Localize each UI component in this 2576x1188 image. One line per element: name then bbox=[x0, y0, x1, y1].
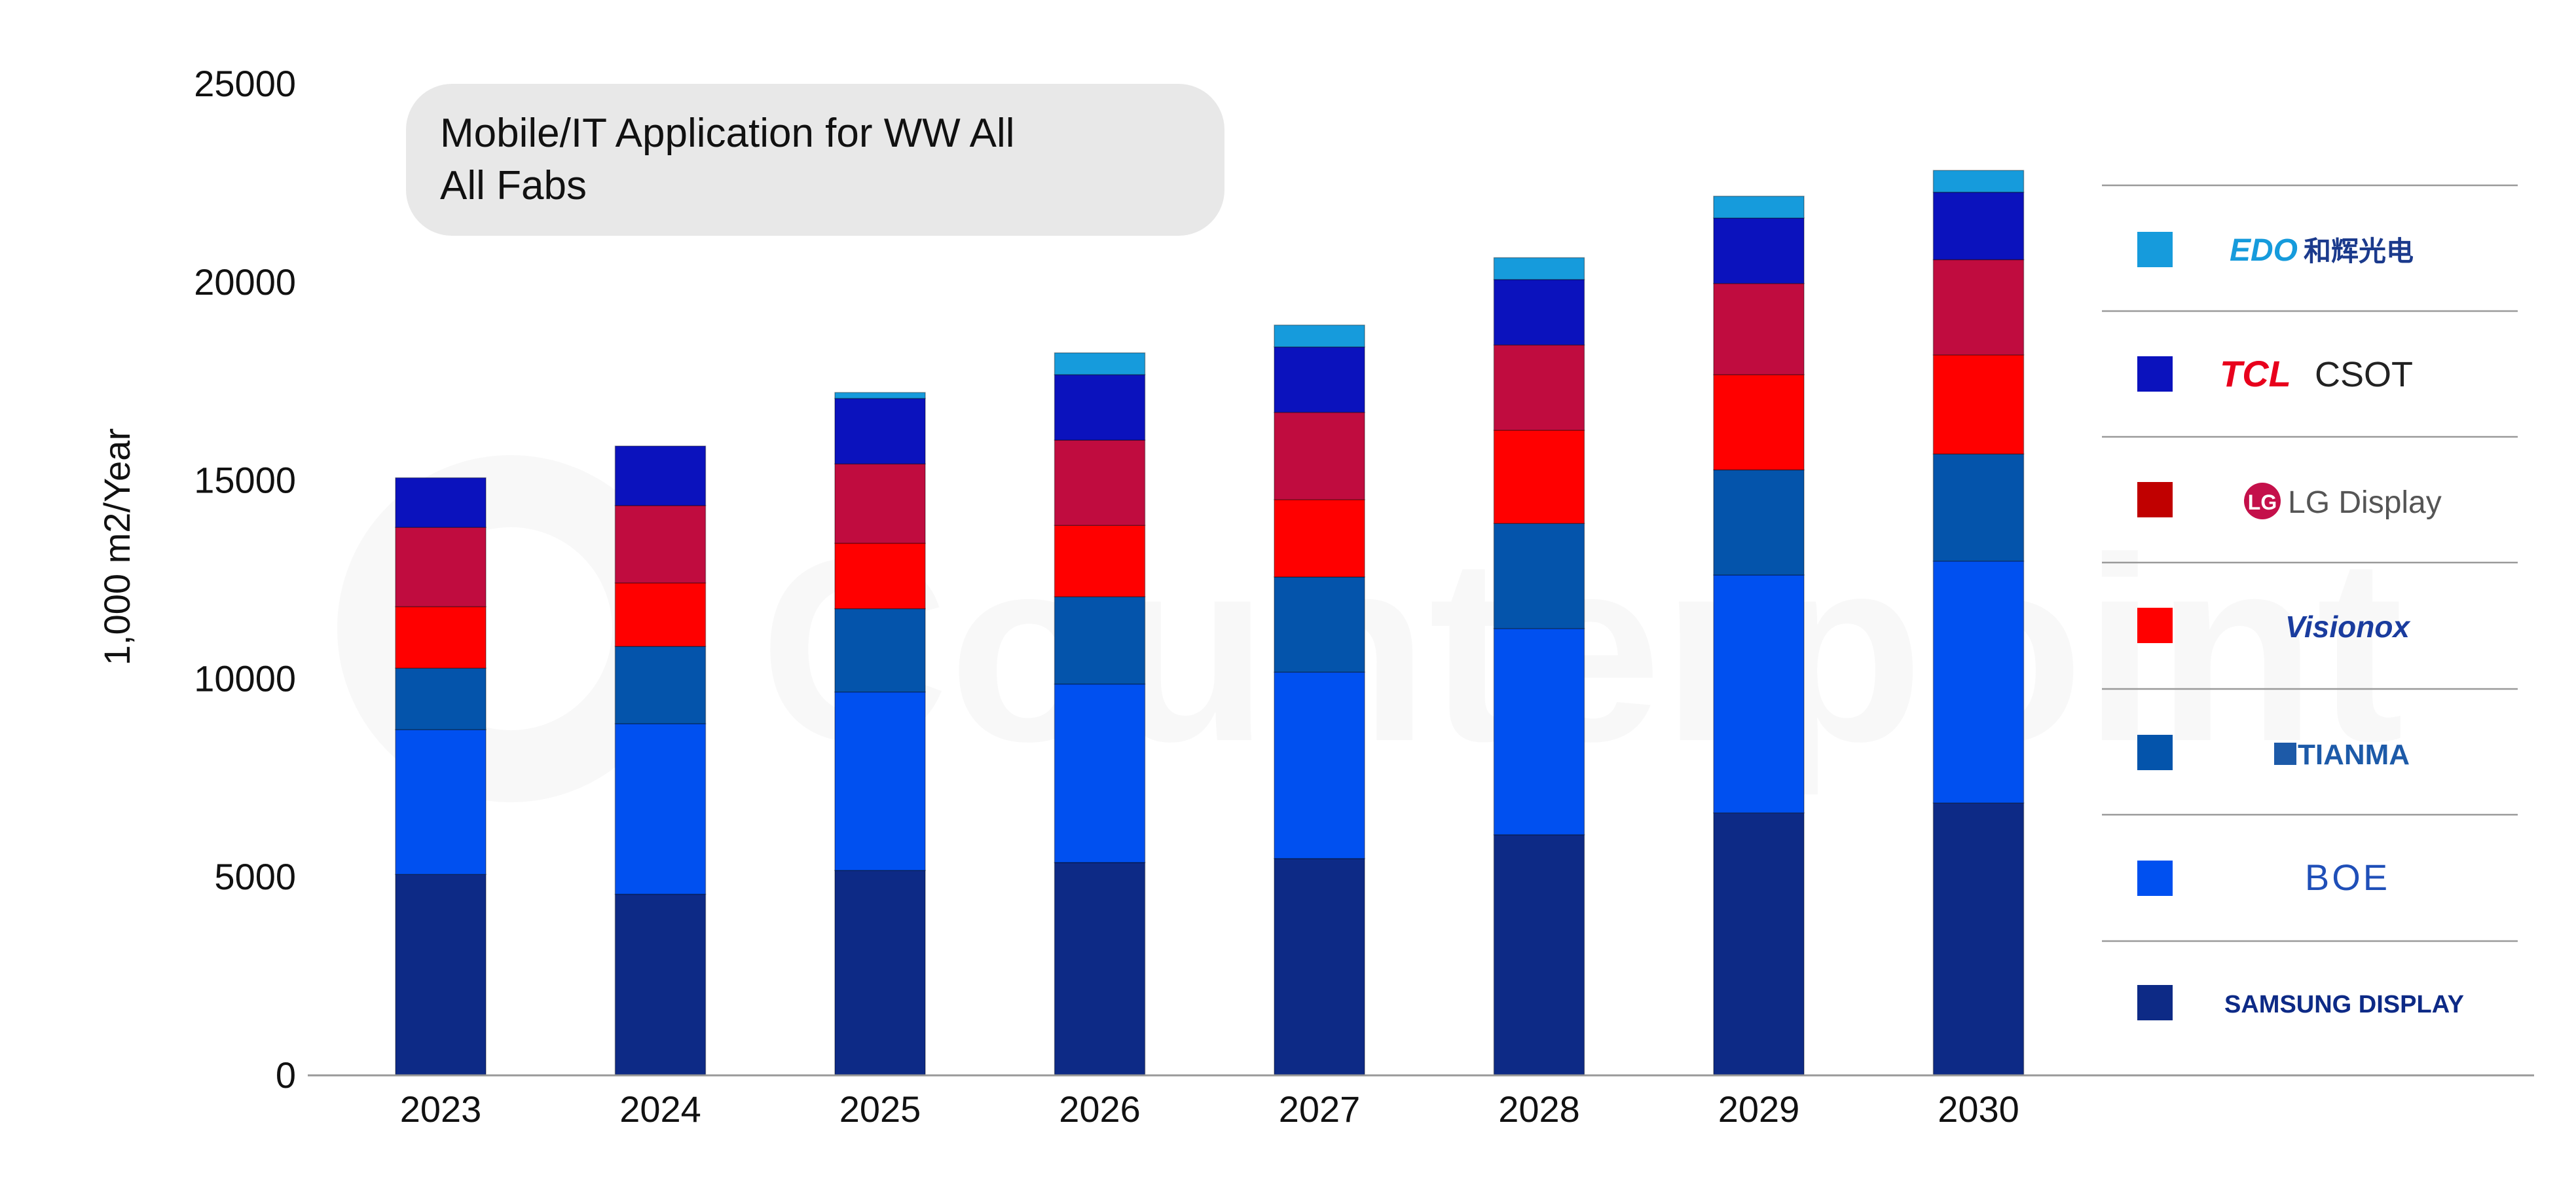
legend-label-boe: BOE bbox=[2305, 857, 2390, 898]
legend-label-samsung-display: SAMSUNG DISPLAY bbox=[2224, 991, 2464, 1018]
bar-segment: TCL CSOT 2024: 1500 bbox=[614, 445, 707, 506]
legend-swatch-tcl-csot bbox=[2137, 356, 2173, 392]
legend-label-tianma: TIANMA bbox=[2298, 739, 2410, 771]
legend-label-edo: 和辉光电 bbox=[2304, 235, 2414, 267]
title-box: Mobile/IT Application for WW All All Fab… bbox=[406, 84, 1224, 236]
y-tick-label: 15000 bbox=[194, 460, 296, 501]
bar-segment: TCL CSOT 2028: 1650 bbox=[1493, 279, 1585, 346]
legend-swatch-edo bbox=[2137, 232, 2173, 267]
tianma-logo-icon bbox=[2274, 743, 2296, 765]
bar-segment: 和辉光电 2029: 550 bbox=[1713, 195, 1805, 219]
legend-label-lg-display: LG Display bbox=[2288, 485, 2442, 520]
bar-segment: BOE 2025: 4500 bbox=[834, 691, 926, 871]
bar-segment: LG Display 2029: 2300 bbox=[1713, 283, 1805, 375]
y-tick-label: 0 bbox=[276, 1054, 296, 1096]
legend-label-csot: CSOT bbox=[2315, 355, 2413, 394]
bar-segment: TCL CSOT 2025: 1650 bbox=[834, 398, 926, 465]
bar-segment: LG Display 2025: 2000 bbox=[834, 463, 926, 544]
bar-segment: BOE 2027: 4700 bbox=[1274, 671, 1365, 859]
bar-segment: 和辉光电 2025: 150 bbox=[834, 392, 926, 399]
legend-swatch-boe bbox=[2137, 861, 2173, 896]
bar-segment: TIANMA 2025: 2100 bbox=[834, 608, 926, 693]
bar-segment: TIANMA 2029: 2650 bbox=[1713, 469, 1805, 576]
x-tick-label: 2023 bbox=[400, 1088, 482, 1130]
bars-group: SAMSUNG DISPLAY 2023: 5050BOE 2023: 3650… bbox=[395, 170, 2025, 1075]
bar-segment: Visionox 2029: 2400 bbox=[1713, 374, 1805, 471]
bar-segment: Visionox 2023: 1550 bbox=[395, 606, 487, 669]
x-tick-label: 2028 bbox=[1498, 1088, 1580, 1130]
bar-segment: TIANMA 2030: 2700 bbox=[1932, 453, 2025, 562]
bar-segment: LG Display 2024: 1950 bbox=[614, 505, 707, 584]
bar-segment: SAMSUNG DISPLAY 2029: 6600 bbox=[1713, 812, 1805, 1075]
legend-logo-lg: LG bbox=[2248, 491, 2277, 514]
legend: EDO 和辉光电 TCL CSOT LG LG Display Visionox… bbox=[2102, 184, 2518, 1020]
bar-segment: SAMSUNG DISPLAY 2030: 6850 bbox=[1932, 802, 2025, 1075]
bar-segment: TCL CSOT 2030: 1700 bbox=[1932, 191, 2025, 261]
bar-segment: BOE 2028: 5200 bbox=[1493, 627, 1585, 836]
bar-segment: SAMSUNG DISPLAY 2027: 5450 bbox=[1274, 858, 1365, 1075]
bar-segment: Visionox 2024: 1600 bbox=[614, 582, 707, 647]
x-tick-label: 2029 bbox=[1718, 1088, 1800, 1130]
bar-segment: TCL CSOT 2023: 1250 bbox=[395, 477, 487, 529]
x-axis-ticks: 2023 2024 2025 2026 2027 2028 2029 2030 bbox=[400, 1088, 2019, 1130]
legend-separators bbox=[2102, 184, 2518, 942]
bar-segment: BOE 2029: 6000 bbox=[1713, 574, 1805, 814]
legend-label-visionox: Visionox bbox=[2285, 610, 2411, 644]
bar-segment: TIANMA 2026: 2200 bbox=[1054, 596, 1146, 685]
bar-segment: BOE 2023: 3650 bbox=[395, 729, 487, 875]
legend-logo-edo: EDO bbox=[2230, 233, 2298, 268]
y-axis-title: 1,000 m2/Year bbox=[96, 428, 138, 665]
bar-segment: TIANMA 2023: 1550 bbox=[395, 667, 487, 730]
legend-swatch-samsung-display bbox=[2137, 985, 2173, 1020]
legend-logo-tcl: TCL bbox=[2220, 353, 2291, 394]
bar-segment: SAMSUNG DISPLAY 2024: 4550 bbox=[614, 893, 707, 1075]
bar-segment: Visionox 2027: 1950 bbox=[1274, 499, 1365, 578]
bar-segment: LG Display 2027: 2200 bbox=[1274, 411, 1365, 500]
lg-logo-icon: LG bbox=[2244, 483, 2281, 519]
legend-swatch-tianma bbox=[2137, 735, 2173, 770]
bar-segment: TIANMA 2027: 2400 bbox=[1274, 576, 1365, 673]
chart-title-line-1: Mobile/IT Application for WW All bbox=[440, 111, 1015, 156]
bar-segment: Visionox 2028: 2350 bbox=[1493, 430, 1585, 524]
bar-segment: TIANMA 2028: 2650 bbox=[1493, 523, 1585, 629]
y-tick-label: 10000 bbox=[194, 658, 296, 699]
bar-segment: 和辉光电 2030: 550 bbox=[1932, 170, 2025, 193]
x-tick-label: 2030 bbox=[1938, 1088, 2019, 1130]
bar-segment: 和辉光电 2028: 550 bbox=[1493, 257, 1585, 280]
bar-segment: 和辉光电 2027: 550 bbox=[1274, 324, 1365, 348]
chart-title-line-2: All Fabs bbox=[440, 163, 587, 208]
bar-segment: 和辉光电 2026: 550 bbox=[1054, 352, 1146, 375]
bar-segment: TIANMA 2024: 1950 bbox=[614, 646, 707, 724]
bar-segment: BOE 2024: 4300 bbox=[614, 723, 707, 895]
y-tick-label: 5000 bbox=[214, 856, 296, 897]
x-tick-label: 2024 bbox=[619, 1088, 701, 1130]
legend-swatch-lg-display bbox=[2137, 482, 2173, 517]
y-tick-label: 20000 bbox=[194, 261, 296, 303]
bar-segment: Visionox 2030: 2500 bbox=[1932, 354, 2025, 455]
bar-segment: Visionox 2026: 1800 bbox=[1054, 525, 1146, 598]
x-tick-label: 2026 bbox=[1059, 1088, 1141, 1130]
bar-segment: LG Display 2023: 2000 bbox=[395, 527, 487, 608]
bar-segment: BOE 2030: 6100 bbox=[1932, 560, 2025, 804]
bar-segment: LG Display 2028: 2150 bbox=[1493, 344, 1585, 431]
y-tick-label: 25000 bbox=[194, 63, 296, 104]
bar-segment: SAMSUNG DISPLAY 2025: 5150 bbox=[834, 870, 926, 1075]
y-axis-ticks: 0 5000 10000 15000 20000 25000 bbox=[194, 63, 296, 1096]
bar-segment: LG Display 2026: 2150 bbox=[1054, 439, 1146, 526]
bar-segment: TCL CSOT 2029: 1650 bbox=[1713, 217, 1805, 284]
bar-segment: SAMSUNG DISPLAY 2026: 5350 bbox=[1054, 862, 1146, 1075]
legend-swatch-visionox bbox=[2137, 608, 2173, 643]
bar-segment: Visionox 2025: 1650 bbox=[834, 542, 926, 610]
x-tick-label: 2027 bbox=[1279, 1088, 1361, 1130]
bar-segment: SAMSUNG DISPLAY 2023: 5050 bbox=[395, 874, 487, 1075]
bar-segment: BOE 2026: 4500 bbox=[1054, 683, 1146, 863]
bar-segment: LG Display 2030: 2400 bbox=[1932, 259, 2025, 356]
x-tick-label: 2025 bbox=[839, 1088, 921, 1130]
bar-segment: TCL CSOT 2026: 1650 bbox=[1054, 374, 1146, 441]
bar-segment: SAMSUNG DISPLAY 2028: 6050 bbox=[1493, 834, 1585, 1075]
bar-segment: TCL CSOT 2027: 1650 bbox=[1274, 346, 1365, 413]
